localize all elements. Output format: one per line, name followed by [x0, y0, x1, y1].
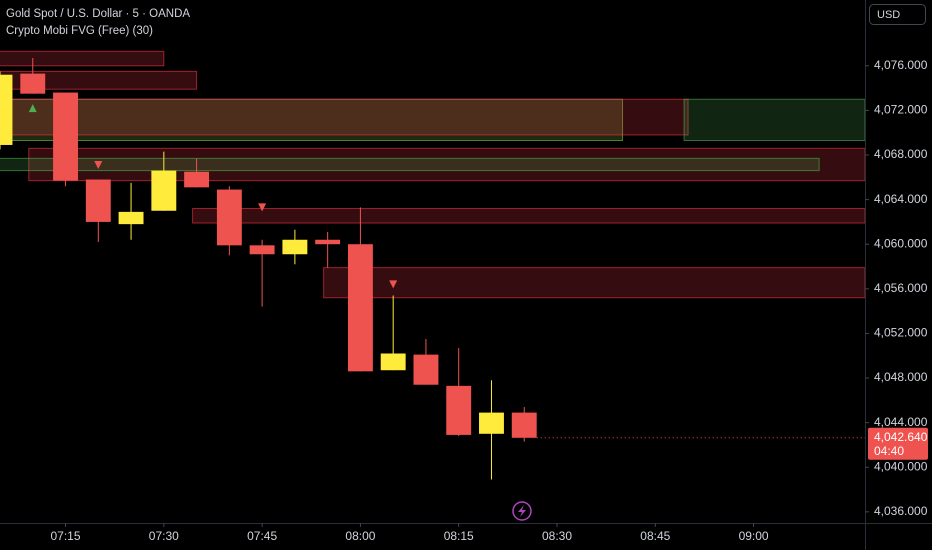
candle-body: [53, 92, 78, 181]
candle-body: [479, 412, 504, 434]
x-tick-label: 08:30: [542, 529, 572, 543]
y-tick-label: 4,056.000: [874, 281, 928, 295]
candle-body: [216, 189, 242, 246]
y-tick-label: 4,072.000: [874, 103, 928, 117]
signal-marker: [28, 104, 37, 113]
signal-marker: [389, 280, 398, 289]
candle-body: [511, 412, 537, 438]
candle-body: [249, 245, 275, 255]
candle-body: [0, 74, 13, 145]
candle-body: [315, 239, 341, 245]
currency-label[interactable]: USD: [877, 9, 900, 21]
y-tick-label: 4,040.000: [874, 459, 928, 473]
candle-body: [85, 179, 111, 222]
chart-title: Gold Spot / U.S. Dollar · 5 · OANDA: [6, 8, 190, 20]
x-tick-label: 07:45: [247, 529, 277, 543]
icon-circle[interactable]: [512, 501, 532, 521]
y-tick-label: 4,036.000: [874, 504, 928, 518]
x-tick-label: 08:45: [640, 529, 670, 543]
fvg-zone: [0, 70, 198, 90]
y-tick-label: 4,048.000: [874, 370, 928, 384]
currency-button[interactable]: [869, 4, 926, 25]
candle-body: [282, 239, 308, 255]
fvg-zone: [0, 157, 820, 172]
candle-body: [151, 170, 177, 211]
candle-body: [20, 73, 46, 94]
x-tick-label: 07:15: [51, 529, 81, 543]
x-tick-label: 09:00: [739, 529, 769, 543]
last-price-label: 4,042.640: [874, 430, 928, 444]
x-tick-label: 08:00: [345, 529, 375, 543]
signal-marker: [94, 161, 103, 170]
candle-body: [413, 354, 439, 385]
y-tick-label: 4,068.000: [874, 147, 928, 161]
candle-body: [347, 244, 373, 372]
y-tick-label: 4,076.000: [874, 58, 928, 72]
x-tick-label: 07:30: [149, 529, 179, 543]
y-tick-label: 4,044.000: [874, 415, 928, 429]
candle-body: [380, 353, 406, 371]
y-tick-label: 4,064.000: [874, 192, 928, 206]
signal-marker: [258, 203, 267, 212]
fvg-zone: [683, 98, 866, 142]
countdown-label: 04:40: [874, 444, 904, 458]
fvg-zone: [192, 208, 866, 224]
fvg-zone: [0, 98, 689, 136]
lightning-icon[interactable]: [512, 501, 532, 521]
candle-body: [446, 385, 472, 435]
y-tick-label: 4,060.000: [874, 236, 928, 250]
last-price-tag: [868, 427, 928, 460]
fvg-zone: [323, 267, 866, 299]
fvg-zone: [0, 98, 624, 142]
plot-area: [0, 50, 866, 480]
candle-body: [118, 211, 144, 225]
y-tick-label: 4,052.000: [874, 326, 928, 340]
x-tick-label: 08:15: [444, 529, 474, 543]
indicator-label: Crypto Mobi FVG (Free) (30): [6, 25, 153, 37]
candle-body: [184, 171, 210, 188]
fvg-zone: [0, 50, 165, 67]
icon-bolt[interactable]: [518, 505, 526, 517]
